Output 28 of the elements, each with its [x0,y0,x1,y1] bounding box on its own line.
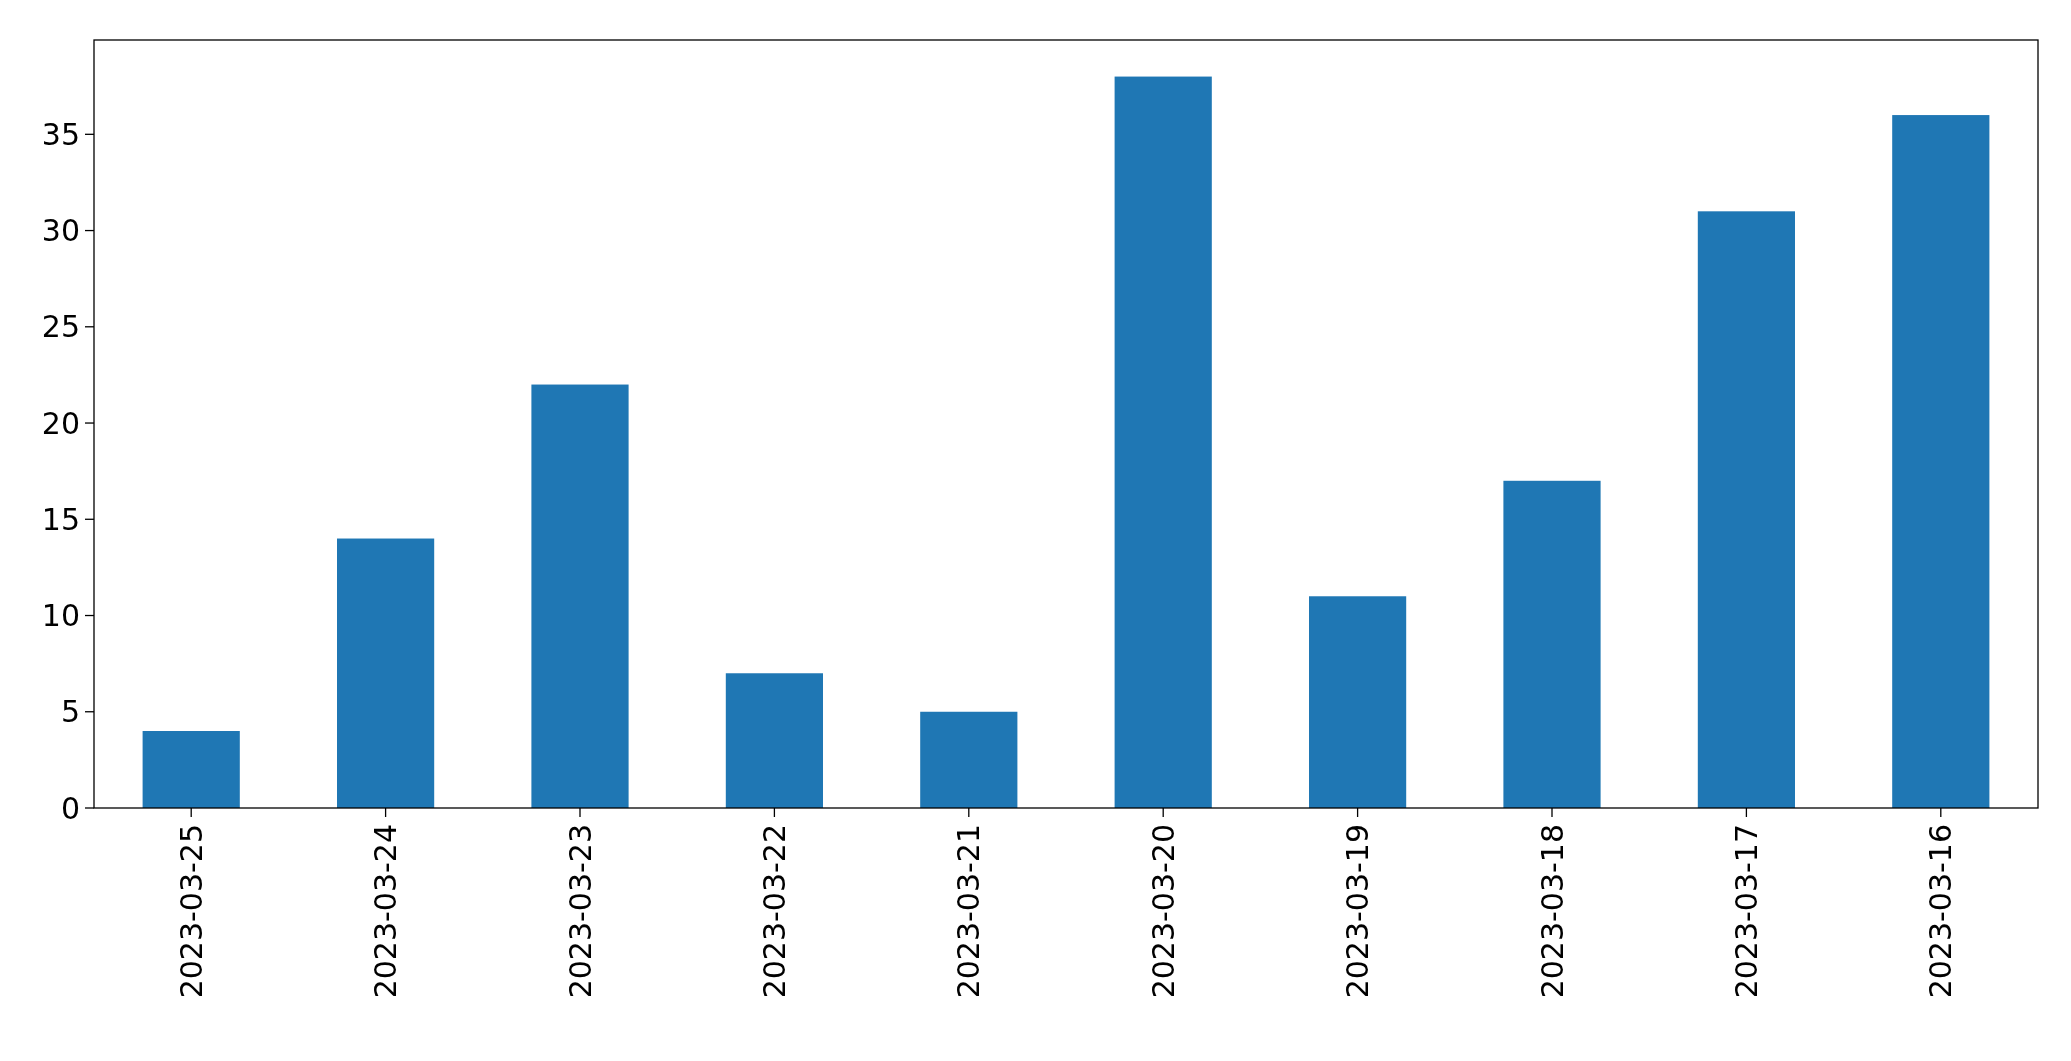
x-tick-label: 2023-03-17 [1728,824,1764,999]
bar [1503,480,1601,808]
x-tick-label: 2023-03-16 [1923,824,1959,999]
y-tick-label: 10 [41,598,80,634]
bar [920,711,1018,808]
bar [1309,596,1407,808]
bar [725,673,823,808]
x-tick-label: 2023-03-24 [368,824,404,999]
bar [337,538,435,808]
y-tick-label: 30 [41,213,80,249]
y-tick-label: 15 [41,501,80,537]
y-tick-label: 20 [41,405,80,441]
y-tick-label: 25 [41,309,80,345]
bar [1697,211,1795,808]
y-tick-label: 5 [60,694,80,730]
x-tick-label: 2023-03-23 [562,824,598,999]
y-tick-label: 0 [60,790,80,826]
bar [1892,115,1990,808]
y-tick-label: 35 [41,116,80,152]
x-tick-label: 2023-03-25 [173,824,209,999]
x-tick-label: 2023-03-20 [1145,824,1181,999]
bar [142,731,240,808]
bar [1114,76,1212,808]
x-tick-label: 2023-03-21 [951,824,987,999]
x-tick-label: 2023-03-18 [1534,824,1570,999]
bar [531,384,629,808]
x-tick-label: 2023-03-22 [756,824,792,999]
x-tick-label: 2023-03-19 [1340,824,1376,999]
